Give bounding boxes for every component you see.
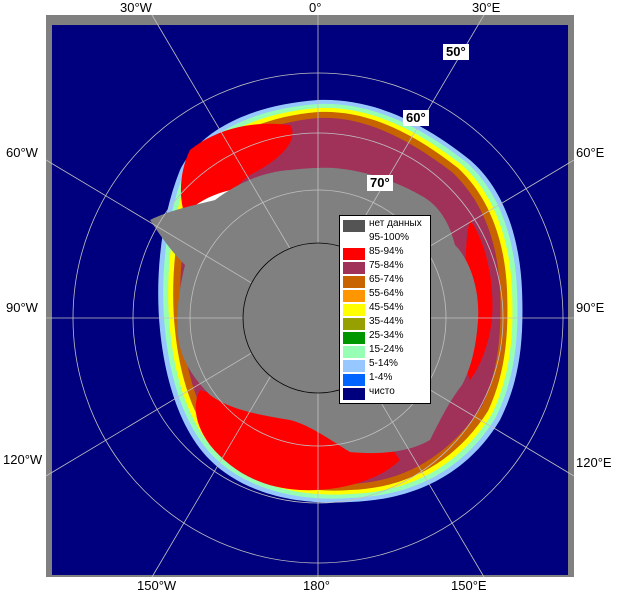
legend-swatch (343, 332, 365, 344)
legend-label: 45-54% (369, 302, 404, 313)
lon-label-bottom-150e: 150°E (451, 578, 487, 593)
legend-swatch (343, 262, 365, 274)
lon-label-bottom-150w: 150°W (137, 578, 177, 593)
legend-item: 55-64% (343, 288, 429, 302)
lat-label-50: 50° (443, 44, 469, 60)
lat-label-70: 70° (367, 175, 393, 191)
legend-swatch (343, 318, 365, 330)
legend-swatch (343, 374, 365, 386)
lon-label-left-90w: 90°W (6, 300, 38, 315)
lon-label-left-60w: 60°W (6, 145, 38, 160)
legend-swatch (343, 304, 365, 316)
lon-label-bottom-180: 180° (303, 578, 330, 593)
lon-label-top-30w: 30°W (120, 0, 152, 15)
legend-label: 75-84% (369, 260, 404, 271)
legend-swatch (343, 346, 365, 358)
lon-label-right-90e: 90°E (576, 300, 605, 315)
legend-label: 85-94% (369, 246, 404, 257)
lon-label-right-120e: 120°E (576, 455, 612, 470)
lon-label-right-60e: 60°E (576, 145, 605, 160)
legend-swatch (343, 276, 365, 288)
legend-label: 15-24% (369, 344, 404, 355)
legend-item: 35-44% (343, 316, 429, 330)
legend-item: 75-84% (343, 260, 429, 274)
legend-swatch (343, 248, 365, 260)
legend-swatch (343, 360, 365, 372)
legend-label: 5-14% (369, 358, 398, 369)
legend-label: 95-100% (369, 232, 410, 243)
legend-label: 65-74% (369, 274, 404, 285)
legend-item: 25-34% (343, 330, 429, 344)
legend-label: чисто (369, 386, 395, 397)
legend-label: 1-4% (369, 372, 393, 383)
lon-label-top-30e: 30°E (472, 0, 501, 15)
legend-swatch (343, 234, 365, 246)
lat-label-60: 60° (403, 110, 429, 126)
legend-item: 65-74% (343, 274, 429, 288)
legend-label: нет данных (369, 218, 422, 229)
legend-item: чисто (343, 386, 429, 400)
legend-item: 5-14% (343, 358, 429, 372)
legend-item: 45-54% (343, 302, 429, 316)
legend-item: 85-94% (343, 246, 429, 260)
lon-label-left-120w: 120°W (3, 452, 43, 467)
legend-item: нет данных (343, 218, 429, 232)
legend-label: 25-34% (369, 330, 404, 341)
legend-swatch (343, 388, 365, 400)
legend-item: 1-4% (343, 372, 429, 386)
legend-label: 35-44% (369, 316, 404, 327)
legend-label: 55-64% (369, 288, 404, 299)
legend-item: 95-100% (343, 232, 429, 246)
legend-swatch (343, 290, 365, 302)
legend-swatch (343, 220, 365, 232)
legend: нет данных 95-100% 85-94% 75-84% 65-74% 55-64… (339, 215, 431, 404)
legend-item: 15-24% (343, 344, 429, 358)
lon-label-top-0: 0° (309, 0, 322, 15)
